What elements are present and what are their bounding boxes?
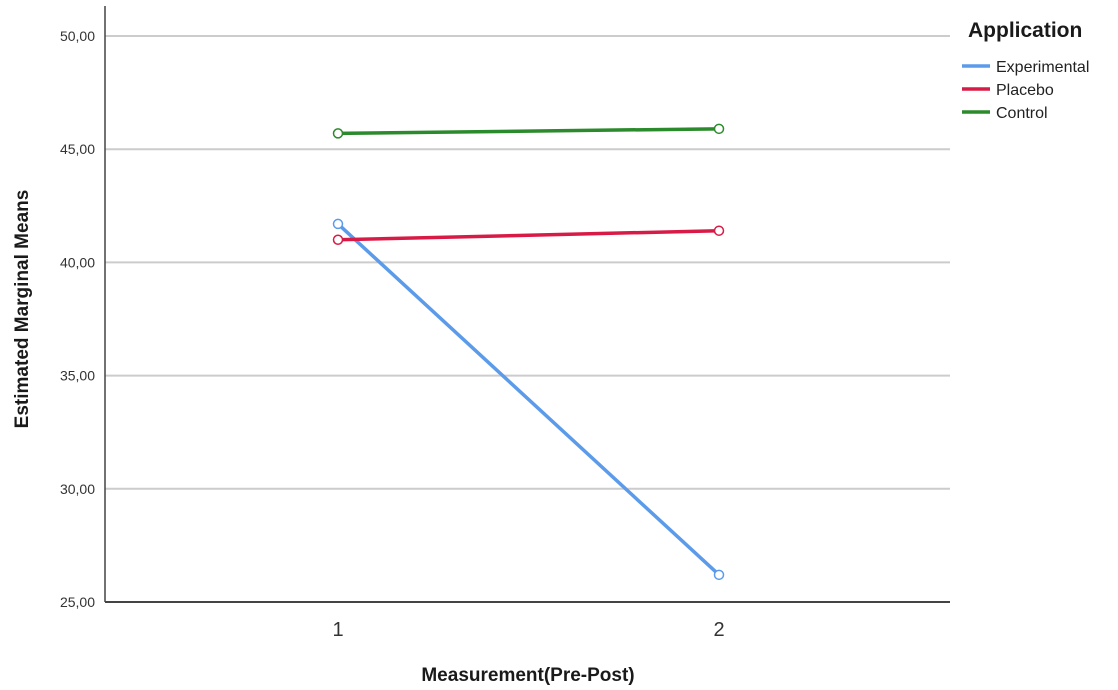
legend-label: Placebo: [996, 82, 1054, 99]
series-placebo: [332, 225, 725, 246]
series-control: [332, 123, 725, 139]
data-point: [332, 218, 344, 230]
series: [332, 123, 725, 581]
data-point: [332, 234, 344, 246]
y-tick-label: 25,00: [60, 594, 95, 610]
axes: [104, 6, 950, 603]
y-tick-label: 45,00: [60, 141, 95, 157]
y-tick-label: 40,00: [60, 254, 95, 270]
series-line: [337, 228, 720, 242]
data-point: [713, 225, 725, 236]
x-tick-label: 1: [332, 619, 343, 641]
series-experimental: [332, 218, 725, 581]
legend-label: Control: [996, 105, 1048, 122]
legend-label: Experimental: [996, 59, 1089, 76]
data-point: [713, 123, 725, 135]
y-tick-label: 50,00: [60, 28, 95, 44]
legend-title: Application: [968, 19, 1082, 42]
x-tick-label: 2: [713, 619, 724, 641]
y-tick-label: 35,00: [60, 368, 95, 384]
legend-items: Experimental Placebo Control: [962, 59, 1089, 122]
grid-lines: [105, 35, 950, 490]
series-line: [337, 127, 720, 136]
legend: Application Experimental Placebo Control: [962, 19, 1089, 122]
y-axis-title: Estimated Marginal Means: [12, 190, 33, 429]
y-tick-label: 30,00: [60, 481, 95, 497]
y-tick-labels: 25,00 30,00 35,00 40,00 45,00 50,00: [60, 28, 95, 610]
x-axis-title: Measurement(Pre-Post): [421, 665, 634, 686]
data-point: [332, 128, 344, 139]
series-line: [336, 222, 721, 577]
data-point: [713, 569, 725, 581]
